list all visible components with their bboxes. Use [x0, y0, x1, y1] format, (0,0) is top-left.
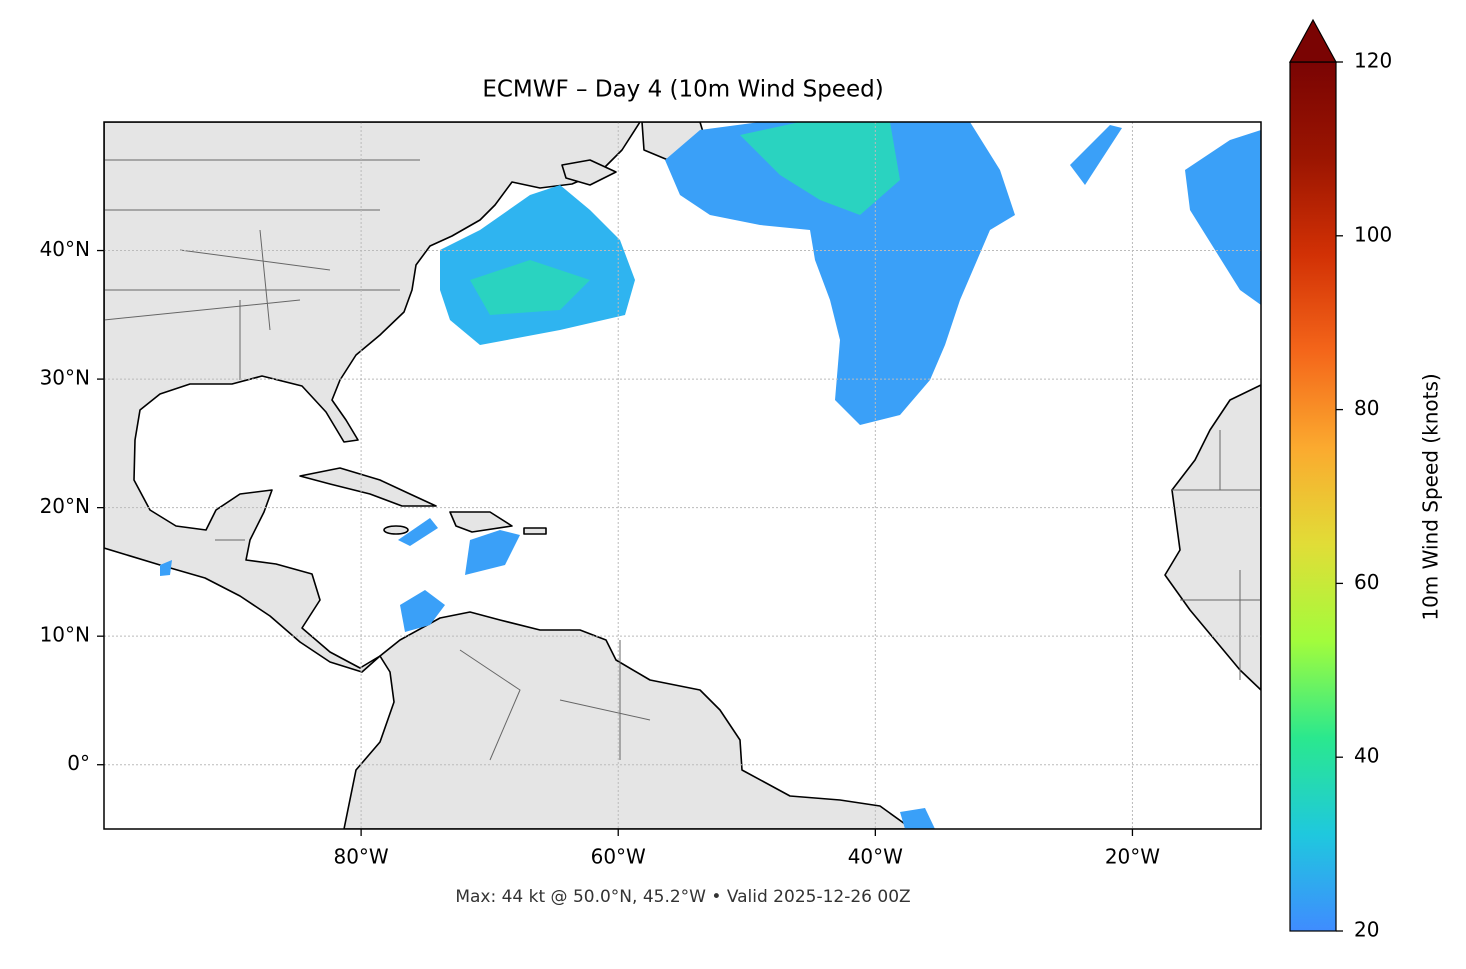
- colorbar-tick-label: 120: [1354, 49, 1392, 73]
- chart-title: ECMWF – Day 4 (10m Wind Speed): [482, 77, 883, 103]
- wind-patch: [400, 590, 445, 632]
- colorbar-tick-label: 60: [1354, 570, 1379, 594]
- colorbar-tick-label: 40: [1354, 744, 1379, 768]
- wind-patch: [160, 560, 172, 576]
- wind-patch: [900, 808, 935, 829]
- x-tick-label: 80°W: [333, 845, 388, 869]
- hispaniola: [449, 511, 513, 533]
- x-tick-label: 60°W: [591, 845, 646, 869]
- x-tick-label: 40°W: [848, 845, 903, 869]
- puerto-rico: [523, 527, 547, 535]
- wind-patch: [665, 122, 1015, 425]
- x-tick-label: 20°W: [1105, 845, 1160, 869]
- colorbar-extend: [1288, 18, 1338, 63]
- nova-scotia: [561, 159, 617, 186]
- y-tick-label: 20°N: [40, 494, 90, 518]
- jamaica: [383, 525, 409, 535]
- wind-field: [160, 122, 1261, 829]
- wind-patch: [740, 122, 900, 215]
- colorbar-tick-label: 80: [1354, 396, 1379, 420]
- grid: [104, 122, 1261, 829]
- colorbar-tick-label: 20: [1354, 918, 1379, 942]
- wind-patch: [398, 518, 438, 546]
- map: [104, 122, 1261, 829]
- y-tick-label: 30°N: [40, 366, 90, 390]
- borders: [104, 159, 1261, 761]
- y-tick-label: 0°: [67, 751, 90, 775]
- wind-patch: [470, 260, 590, 315]
- colorbar: [1289, 61, 1337, 932]
- footer-note: Max: 44 kt @ 50.0°N, 45.2°W • Valid 2025…: [455, 887, 910, 907]
- wind-patch: [1070, 125, 1122, 185]
- y-tick-label: 40°N: [40, 237, 90, 261]
- wind-patch: [1185, 130, 1261, 305]
- plot-frame: [103, 121, 1262, 830]
- y-tick-label: 10°N: [40, 623, 90, 647]
- colorbar-label: 10m Wind Speed (knots): [1419, 373, 1443, 620]
- colorbar-tick-label: 100: [1354, 222, 1392, 246]
- wind-patch: [465, 530, 520, 575]
- south-america: [343, 611, 913, 829]
- cuba: [299, 467, 437, 507]
